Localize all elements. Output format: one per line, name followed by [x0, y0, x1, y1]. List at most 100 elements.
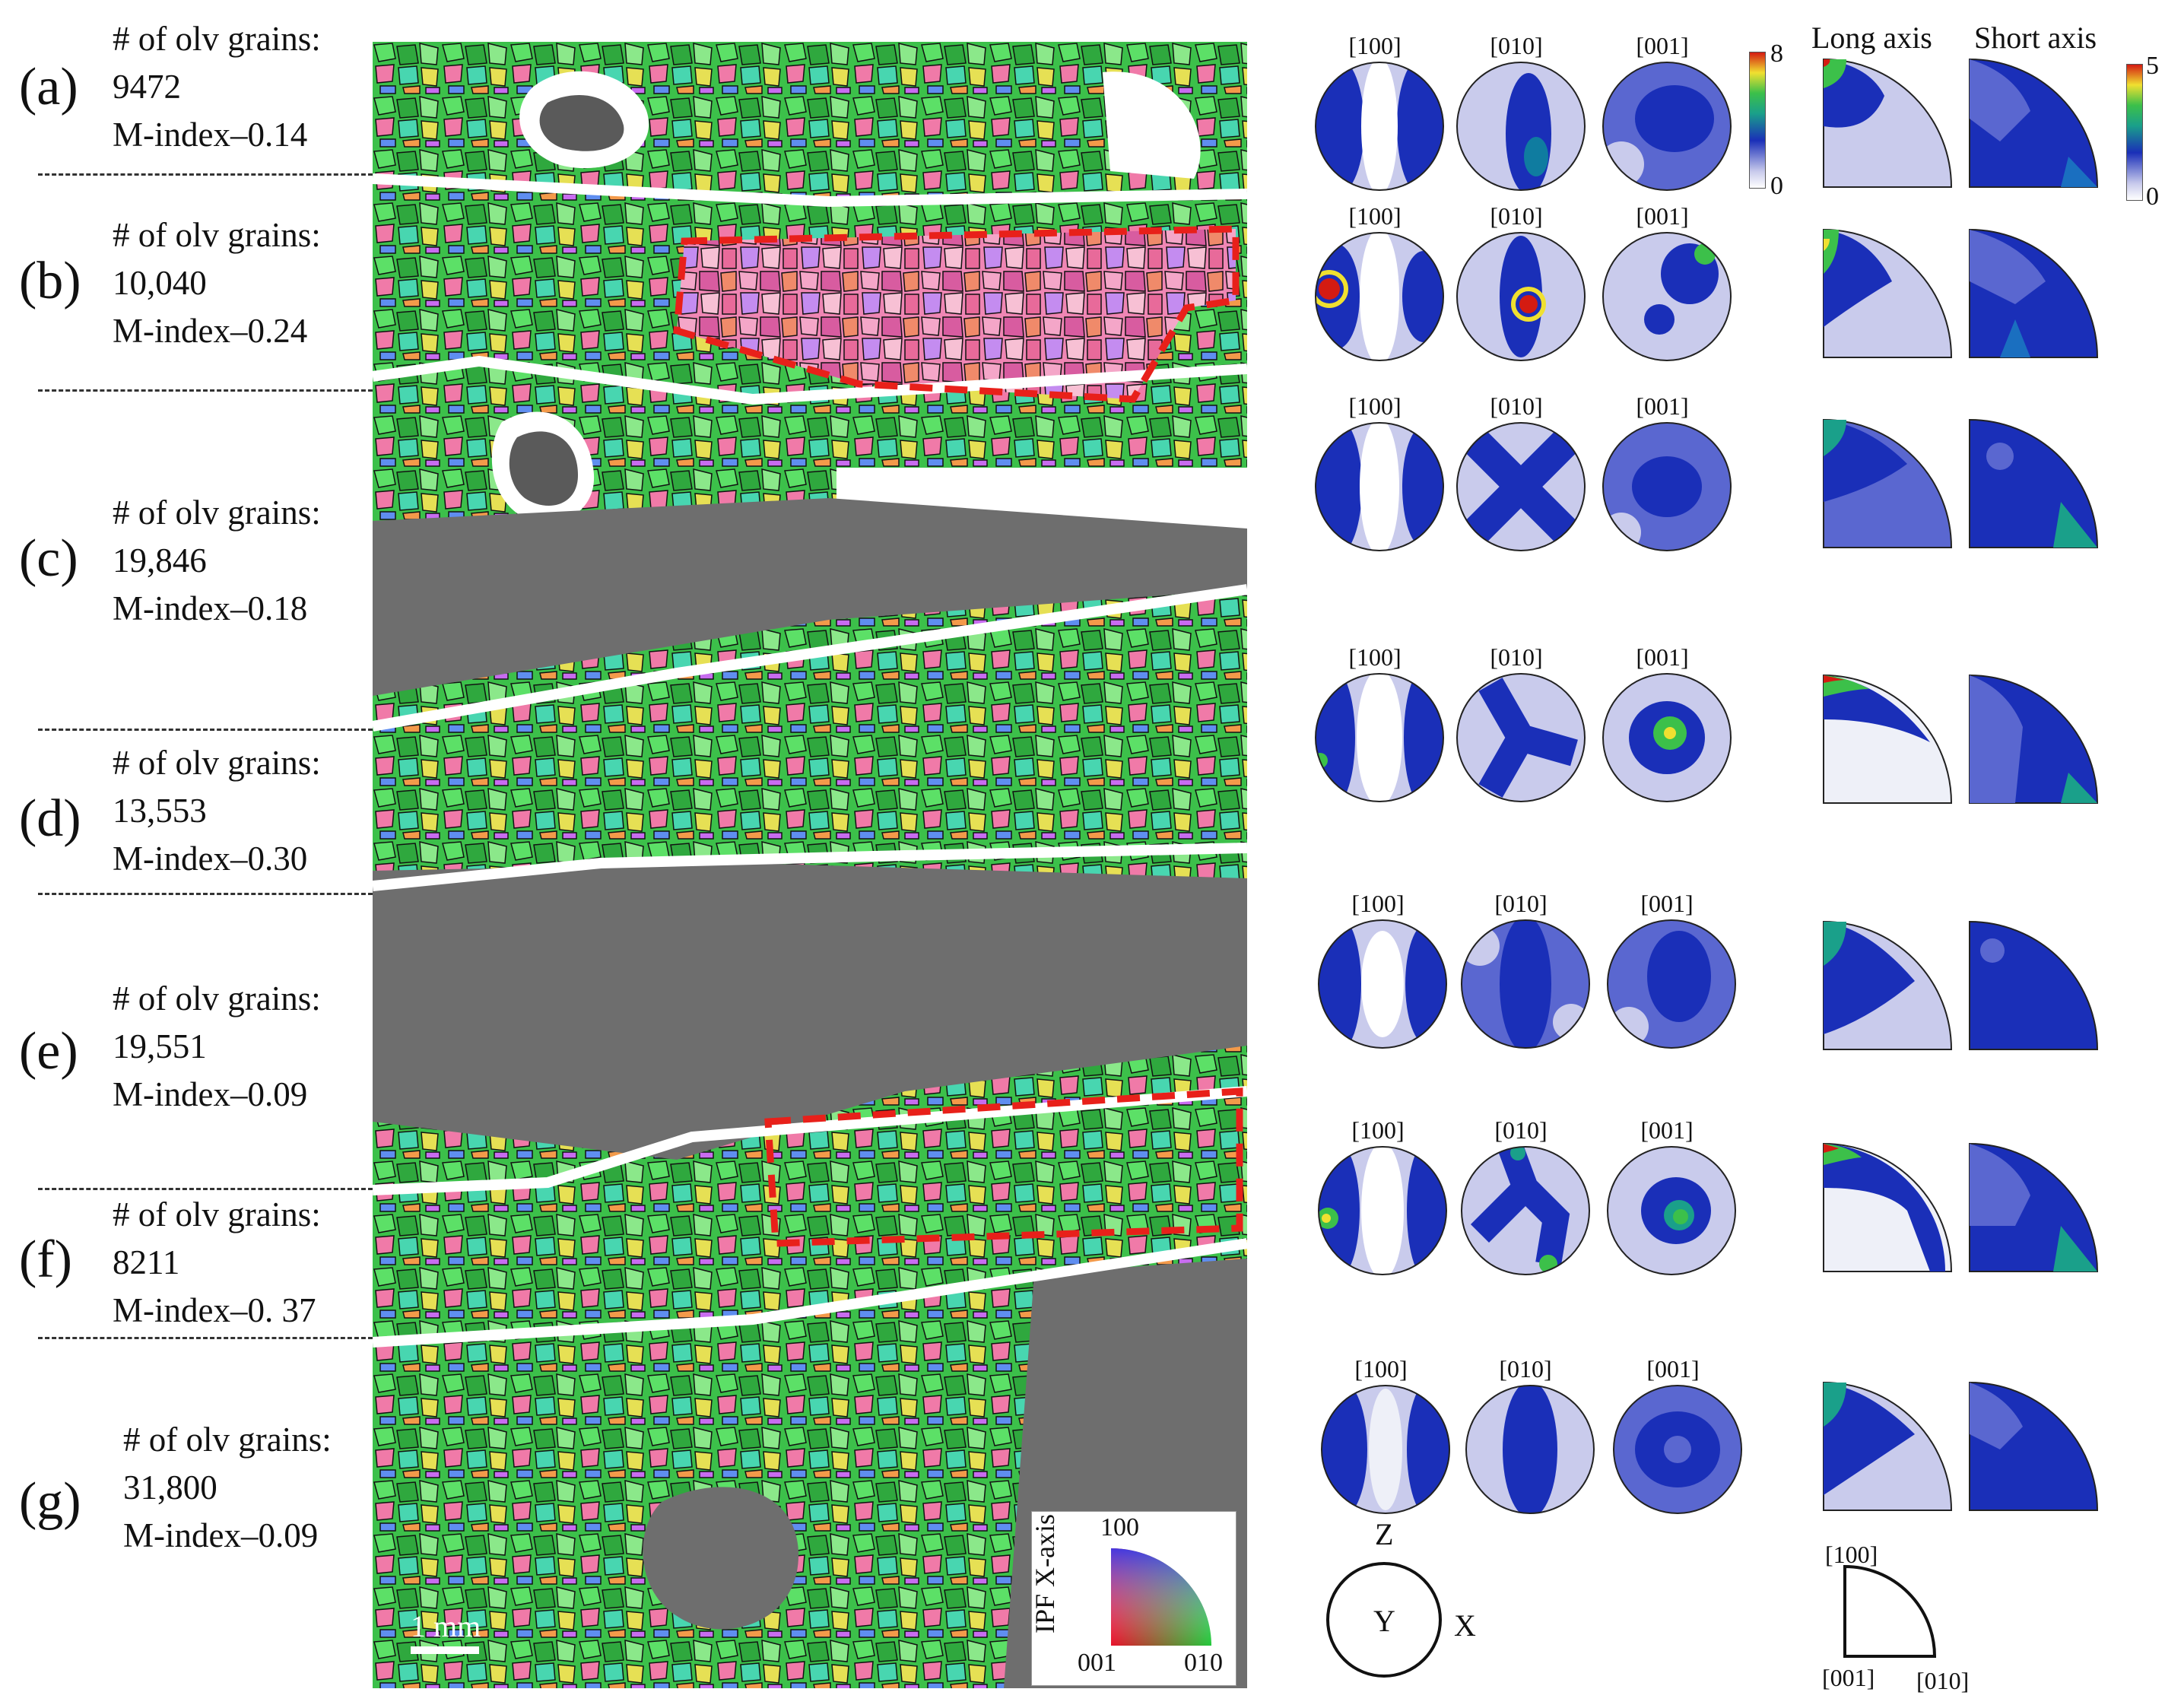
- long-axis-quadrant: [1823, 1142, 1953, 1272]
- pf-row-c: [1315, 418, 2099, 551]
- panel-text: # of olv grains: 13,553 M-index–0.30: [113, 739, 321, 883]
- ipf-color-key: [1111, 1548, 1211, 1646]
- short-axis-quadrant: [1969, 228, 2099, 358]
- panel-text: # of olv grains: 19,846 M-index–0.18: [113, 489, 321, 633]
- pole-figure-001: [1602, 673, 1732, 802]
- pole-figures: [1315, 58, 2099, 1678]
- m-index: M-index–0.18: [113, 589, 308, 627]
- panel-letter: (g): [19, 1472, 81, 1531]
- pole-figure-001: [1602, 232, 1732, 361]
- panel-divider: [38, 1188, 373, 1190]
- pf-header-001: [001]: [1636, 202, 1689, 230]
- grains-label: # of olv grains:: [113, 494, 321, 532]
- grain-count: 31,800: [123, 1468, 217, 1506]
- pole-figure-010: [1465, 1385, 1595, 1514]
- pf-header-001: [001]: [1646, 1355, 1700, 1383]
- pf-header-001: [001]: [1640, 890, 1694, 917]
- pf-row-f: [1318, 1142, 2099, 1275]
- pole-figure-010: [1456, 422, 1586, 551]
- ipf-label-100: 100: [1100, 1513, 1139, 1541]
- ref-y-label: Y: [1373, 1604, 1395, 1638]
- pf-header-010: [010]: [1494, 1116, 1548, 1144]
- panel-text: # of olv grains: 8211 M-index–0. 37: [113, 1191, 321, 1335]
- pf-header-010: [010]: [1490, 202, 1543, 230]
- pf-header-001: [001]: [1640, 1116, 1694, 1144]
- pole-figure-010: [1456, 673, 1586, 802]
- panel-text: # of olv grains: 31,800 M-index–0.09: [123, 1416, 332, 1560]
- pf-header-010: [010]: [1494, 890, 1548, 917]
- pole-figure-010: [1461, 919, 1590, 1049]
- pf-row-e: [1318, 919, 2099, 1050]
- short-axis-quadrant: [1969, 58, 2099, 188]
- pole-figure-100: [1318, 1146, 1447, 1275]
- pf-row-b: [1315, 228, 2099, 361]
- m-index: M-index–0. 37: [113, 1291, 316, 1329]
- scale-bar-label: 1 mm: [411, 1609, 481, 1643]
- long-axis-quadrant: [1823, 418, 1953, 548]
- pf-row-d: [1315, 673, 2099, 804]
- pf-header-100: [100]: [1348, 392, 1402, 420]
- cpo-colorbar-min: 0: [1770, 172, 1783, 200]
- short-axis-quadrant: [1969, 674, 2099, 804]
- grain-count: 13,553: [113, 792, 207, 830]
- long-axis-quadrant: [1823, 58, 1953, 188]
- panel-letter: (f): [19, 1230, 72, 1289]
- pf-header-001: [001]: [1636, 643, 1689, 671]
- panel-text: # of olv grains: 19,551 M-index–0.09: [113, 975, 321, 1119]
- pf-header-100: [100]: [1351, 1116, 1405, 1144]
- ebsd-map: 1 mm IPF X-axis 100 001 010: [373, 42, 1247, 1688]
- short-axis-quadrant: [1969, 418, 2099, 548]
- cpo-colorbar-max: 8: [1770, 40, 1783, 68]
- panel-letter: (c): [19, 529, 78, 588]
- pole-figure-010: [1456, 232, 1586, 361]
- panel-divider: [38, 893, 373, 895]
- m-index: M-index–0.14: [113, 116, 308, 154]
- pole-figure-100: [1315, 422, 1444, 551]
- pf-header-010: [010]: [1499, 1355, 1552, 1383]
- panel-text: # of olv grains: 9472 M-index–0.14: [113, 15, 321, 159]
- panel-letter: (b): [19, 252, 81, 310]
- pf-header-001: [001]: [1636, 32, 1689, 59]
- pf-header-001: [001]: [1636, 392, 1689, 420]
- ipf-label-010: 010: [1184, 1649, 1223, 1677]
- grains-label: # of olv grains:: [113, 20, 321, 58]
- m-index: M-index–0.09: [113, 1075, 308, 1113]
- ipf-legend: IPF X-axis 100 001 010: [1030, 1511, 1236, 1686]
- grain-count: 10,040: [113, 264, 207, 302]
- short-axis-header: Short axis: [1974, 21, 2097, 55]
- grain-count: 9472: [113, 68, 181, 106]
- pole-figure-100: [1315, 673, 1444, 802]
- grain-count: 19,846: [113, 541, 207, 579]
- short-axis-quadrant: [1969, 1142, 2099, 1272]
- pf-row-a: [1315, 58, 2099, 191]
- pf-header-100: [100]: [1354, 1355, 1408, 1383]
- long-axis-header: Long axis: [1811, 21, 1932, 55]
- long-axis-quadrant: [1823, 1381, 1953, 1511]
- short-axis-quadrant: [1969, 920, 2099, 1050]
- panel-divider: [38, 173, 373, 176]
- m-index: M-index–0.24: [113, 312, 308, 350]
- cpo-colorbar-gradient: [1749, 52, 1766, 189]
- pf-row-g: [1321, 1381, 2099, 1514]
- triangle-label-010: [010]: [1916, 1667, 1970, 1694]
- pf-header-100: [100]: [1348, 643, 1402, 671]
- triangle-label-001: [001]: [1822, 1664, 1875, 1691]
- panel-letter: (a): [19, 58, 78, 116]
- pole-figure-001: [1602, 62, 1732, 191]
- pf-header-010: [010]: [1490, 392, 1543, 420]
- pole-figure-010: [1461, 1146, 1590, 1275]
- ref-x-label: X: [1454, 1608, 1476, 1643]
- short-axis-quadrant: [1969, 1381, 2099, 1511]
- pf-header-100: [100]: [1348, 202, 1402, 230]
- pole-figure-001: [1607, 1146, 1736, 1275]
- pole-figure-100: [1315, 232, 1444, 361]
- grains-label: # of olv grains:: [113, 979, 321, 1017]
- grain-count: 8211: [113, 1243, 180, 1281]
- m-index: M-index–0.30: [113, 840, 308, 878]
- pole-figure-100: [1318, 919, 1447, 1049]
- pole-figure-100: [1315, 62, 1444, 191]
- panel-letter: (d): [19, 789, 81, 848]
- ipf-legend-title: IPF X-axis: [1030, 1513, 1060, 1633]
- panel-divider: [38, 1337, 373, 1339]
- pf-header-010: [010]: [1490, 643, 1543, 671]
